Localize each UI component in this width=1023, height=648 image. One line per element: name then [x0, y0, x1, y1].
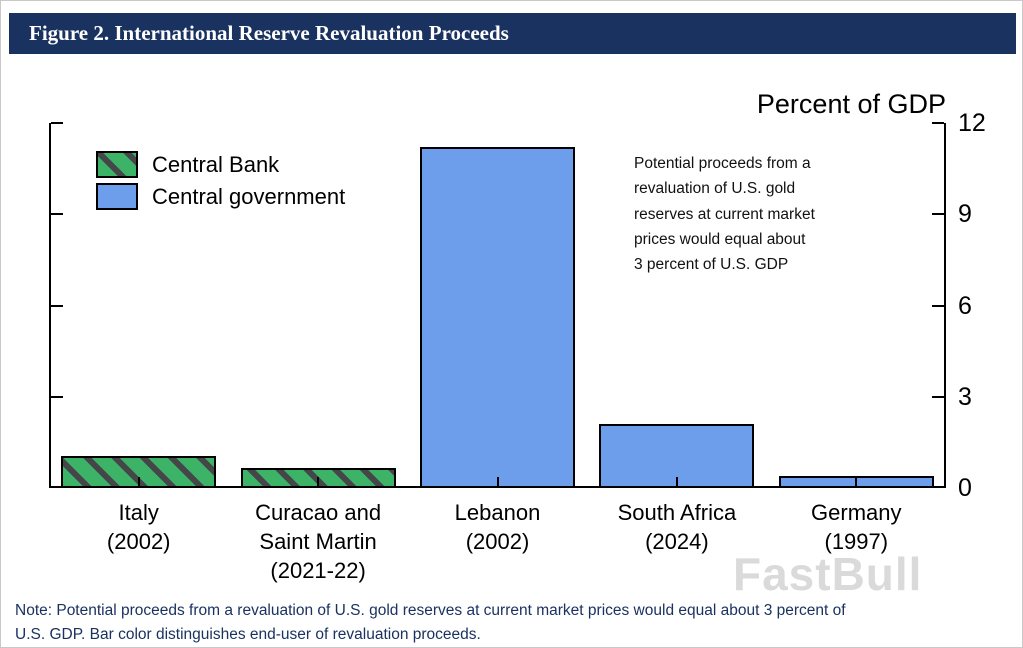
annotation-text: Potential proceeds from a revaluation of… — [634, 155, 815, 273]
y-axis-label: 6 — [958, 291, 972, 320]
x-axis-label: Italy (2002) — [106, 500, 171, 555]
y-axis-label: 3 — [958, 382, 972, 411]
figure-title-bar: Figure 2. International Reserve Revaluat… — [9, 13, 1016, 54]
x-axis-tick — [317, 477, 320, 486]
y-tick-right — [932, 213, 944, 216]
x-axis-tick — [496, 477, 499, 486]
watermark: FastBull — [733, 548, 923, 600]
x-axis-label: Lebanon (2002) — [454, 500, 541, 555]
y-tick-left — [51, 395, 63, 398]
y-tick-right — [932, 122, 944, 124]
x-axis-tick — [137, 477, 140, 486]
y-tick-right — [932, 395, 944, 398]
legend-swatch-hatched-green — [96, 151, 138, 178]
y-axis-right-line — [944, 123, 946, 488]
x-axis-label: Germany (1997) — [811, 500, 902, 555]
legend: Central Bank Central government — [96, 151, 345, 215]
y-tick-left — [51, 304, 63, 307]
bar — [420, 147, 575, 488]
y-axis-label: 9 — [958, 200, 972, 229]
x-axis-labels: Italy (2002) Curacao and Saint Martin (20… — [49, 498, 946, 598]
chart-title: Percent of GDP — [756, 89, 946, 119]
y-tick-left — [51, 213, 63, 216]
legend-item: Central Bank — [96, 151, 345, 178]
note-text: Note: Potential proceeds from a revaluat… — [15, 602, 846, 644]
plot-area — [49, 122, 946, 488]
legend-label: Central government — [152, 183, 346, 209]
x-axis-label: South Africa (2024) — [617, 500, 737, 555]
y-tick-left — [51, 122, 63, 124]
x-axis-tick — [855, 477, 858, 486]
legend-item: Central government — [96, 183, 345, 210]
y-axis-label: 0 — [958, 474, 972, 502]
y-axis-label: 12 — [958, 109, 986, 137]
x-axis-tick — [675, 477, 678, 486]
legend-label: Central Bank — [152, 151, 280, 177]
x-axis-label: Curacao and Saint Martin (2021-22) — [255, 500, 382, 584]
y-tick-right — [932, 304, 944, 307]
legend-swatch-solid-blue — [96, 183, 138, 210]
y-axis-left-line — [49, 123, 51, 488]
figure-title: Figure 2. International Reserve Revaluat… — [29, 21, 509, 45]
